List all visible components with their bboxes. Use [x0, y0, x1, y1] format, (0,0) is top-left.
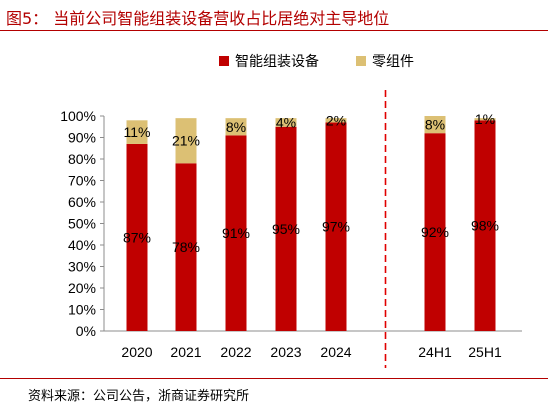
x-tick-label: 2022 — [220, 344, 251, 360]
y-tick-label: 100% — [60, 108, 96, 124]
y-tick-label: 10% — [68, 302, 96, 318]
source-note: 资料来源：公司公告，浙商证券研究所 — [28, 389, 250, 404]
y-tick-label: 40% — [68, 237, 96, 253]
bar-segment-assembly — [424, 133, 446, 331]
bar-segment-assembly — [175, 163, 197, 331]
y-tick-label: 70% — [68, 173, 96, 189]
y-tick-label: 80% — [68, 151, 96, 167]
legend-swatch — [219, 56, 229, 66]
bar-segment-components — [126, 120, 148, 144]
x-tick-label: 2024 — [320, 344, 351, 360]
legend-label: 智能组装设备 — [235, 53, 319, 69]
x-tick-label: 2020 — [121, 344, 152, 360]
bar-segment-components — [474, 118, 496, 121]
y-tick-label: 30% — [68, 259, 96, 275]
footer-divider — [0, 378, 548, 379]
bar-segment-assembly — [275, 126, 297, 331]
bar-segment-assembly — [325, 122, 347, 331]
data-label: 11% — [124, 124, 151, 140]
data-label: 4% — [276, 114, 296, 130]
x-tick-label: 2023 — [270, 344, 301, 360]
bar-segment-components — [325, 118, 347, 123]
data-label: 1% — [475, 111, 495, 127]
chart-title: 图5： 当前公司智能组装设备营收占比居绝对主导地位 — [6, 9, 390, 28]
data-label: 21% — [172, 133, 200, 149]
x-tick-label: 24H1 — [418, 344, 452, 360]
legend-label: 零组件 — [372, 53, 414, 69]
data-label: 97% — [322, 219, 350, 235]
y-tick-label: 0% — [76, 323, 96, 339]
y-tick-label: 50% — [68, 216, 96, 232]
bar-segment-components — [225, 118, 247, 136]
bar-segment-components — [424, 116, 446, 134]
title-divider — [0, 30, 548, 31]
y-tick-label: 90% — [68, 130, 96, 146]
legend-swatch — [356, 56, 366, 66]
data-label: 95% — [272, 221, 300, 237]
y-tick-label: 20% — [68, 280, 96, 296]
data-label: 8% — [425, 117, 445, 133]
x-tick-label: 25H1 — [468, 344, 502, 360]
bar-segment-components — [275, 118, 297, 127]
bar-segment-components — [175, 118, 197, 164]
data-label: 98% — [471, 218, 499, 234]
x-tick-label: 2021 — [170, 344, 201, 360]
y-tick-label: 60% — [68, 194, 96, 210]
bar-segment-assembly — [474, 120, 496, 331]
data-label: 92% — [421, 224, 449, 240]
data-label: 8% — [226, 119, 246, 135]
bar-segment-assembly — [225, 135, 247, 331]
data-label: 78% — [172, 239, 200, 255]
data-label: 87% — [123, 229, 151, 245]
data-label: 2% — [326, 112, 346, 128]
data-label: 91% — [222, 225, 250, 241]
bar-segment-assembly — [126, 143, 148, 331]
